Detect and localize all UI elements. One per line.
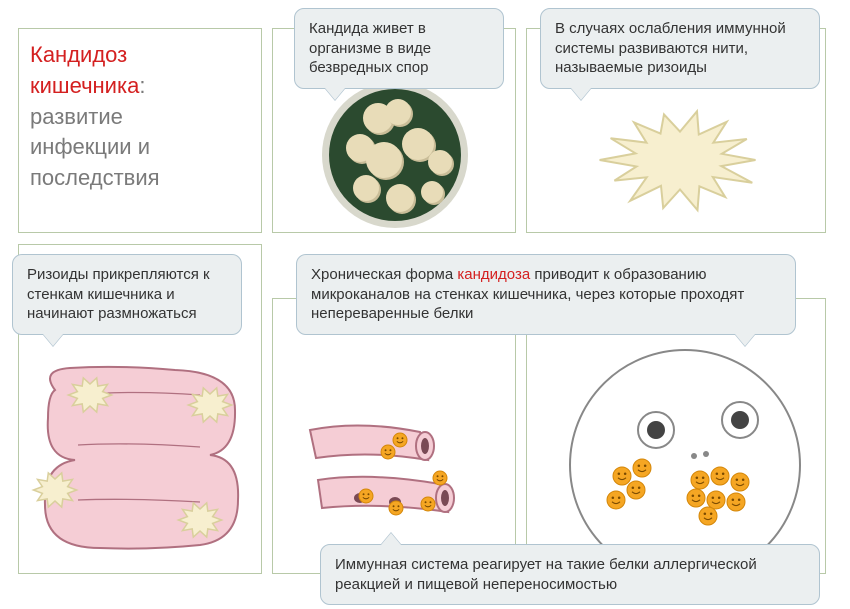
callout-tail-icon: [571, 88, 591, 100]
callout-spores: Кандида живет в организме в виде безвред…: [294, 8, 504, 89]
callout-tail-icon: [325, 88, 345, 100]
microchannels-icon: [310, 425, 454, 515]
callout-rhizoids: В случаях ослабления иммунной системы ра…: [540, 8, 820, 89]
callout-attach: Ризоиды прикрепляются к стенкам кишечник…: [12, 254, 242, 335]
callout-immune: Иммунная система реагирует на такие белк…: [320, 544, 820, 605]
callout-tail-icon: [735, 334, 755, 346]
intestine-icon: [33, 367, 238, 549]
callout-chronic: Хроническая форма кандидоза приводит к о…: [296, 254, 796, 335]
rhizoid-cell-icon: [600, 111, 756, 210]
callout-tail-icon: [381, 533, 401, 545]
petri-dish-icon: [322, 82, 468, 228]
callout-tail-icon: [43, 334, 63, 346]
